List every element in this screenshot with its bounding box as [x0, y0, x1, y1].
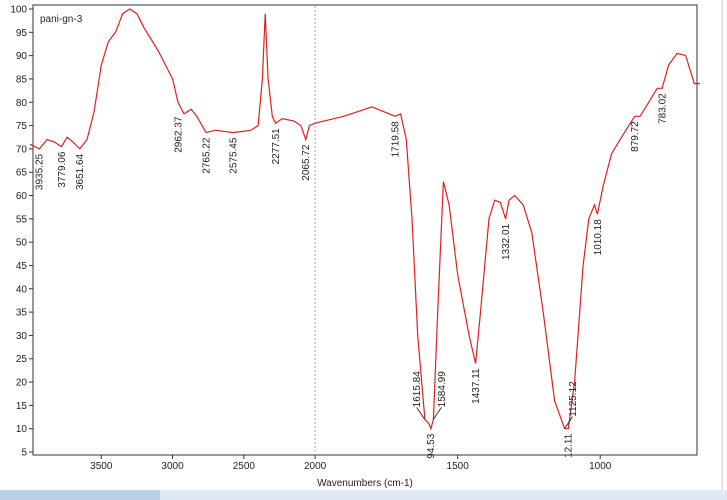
leader-line	[433, 407, 442, 420]
peak-label: 2065.72	[301, 144, 312, 181]
peak-label: 3779.06	[57, 151, 68, 188]
x-axis-label: Wavenumbers (cm-1)	[317, 478, 413, 489]
y-tick-label: 85	[16, 74, 28, 85]
peak-label: 1125.12	[568, 381, 579, 417]
y-tick-label: 45	[16, 261, 28, 272]
y-tick-label: 100	[10, 5, 27, 16]
status-bar	[0, 490, 727, 500]
x-tick-label: 2500	[233, 461, 256, 472]
y-tick-label: 35	[16, 308, 28, 319]
peak-label: 3935.25	[35, 153, 46, 190]
peak-label: 12.11	[564, 433, 575, 458]
peak-label: 1719.58	[391, 121, 402, 158]
peak-label: 1584.99	[437, 371, 448, 408]
peak-label: 879.72	[630, 121, 641, 152]
y-tick-label: 55	[16, 214, 28, 225]
leader-line	[416, 407, 426, 420]
peak-label: 3651.64	[75, 153, 86, 190]
spectrum-line	[29, 8, 700, 431]
y-tick-label: 65	[16, 168, 28, 179]
plot-frame	[32, 4, 698, 456]
y-tick-label: 95	[16, 28, 28, 39]
y-tick-label: 50	[16, 238, 28, 249]
y-tick-label: 20	[16, 378, 28, 389]
peak-label: 1332.01	[501, 223, 512, 260]
x-tick-label: 1500	[447, 461, 470, 472]
x-tick-label: 2000	[304, 461, 327, 472]
leader-line	[564, 416, 573, 429]
y-tick-label: 75	[16, 121, 28, 132]
peak-label: 2962.37	[173, 116, 184, 153]
y-tick-label: 60	[16, 191, 28, 202]
peak-label: 94.53	[426, 433, 437, 458]
y-tick-label: 5	[21, 448, 27, 459]
x-tick-label: 3000	[161, 461, 184, 472]
y-tick-label: 70	[16, 144, 28, 155]
y-tick-label: 15	[16, 401, 28, 412]
peak-label: 783.02	[658, 93, 669, 124]
peak-label: 1437.11	[471, 368, 482, 404]
chart-title: pani-gn-3	[40, 14, 83, 25]
y-tick-label: 90	[16, 51, 28, 62]
y-tick-label: 25	[16, 354, 28, 365]
peak-label: 2765.22	[202, 137, 213, 174]
y-tick-label: 80	[16, 98, 28, 109]
peak-label: 1010.18	[593, 219, 604, 256]
x-tick-label: 3500	[90, 461, 113, 472]
peak-label: 2575.45	[229, 137, 240, 174]
status-bar-accent	[0, 490, 160, 500]
y-tick-label: 40	[16, 284, 28, 295]
y-tick-label: 30	[16, 331, 28, 342]
y-tick-label: 10	[16, 424, 28, 435]
peak-label: 1615.84	[412, 371, 423, 408]
x-tick-label: 1000	[589, 461, 612, 472]
peak-label: 2277.51	[271, 128, 282, 165]
